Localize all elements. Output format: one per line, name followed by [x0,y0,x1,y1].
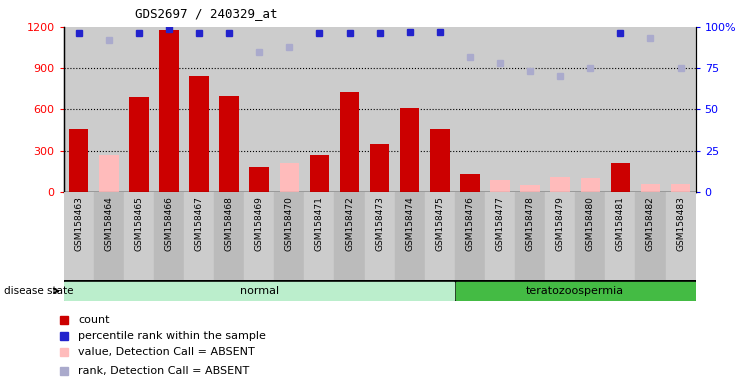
Text: GSM158470: GSM158470 [285,197,294,251]
Bar [99,155,118,192]
Bar [370,144,390,192]
Bar [154,192,184,280]
Text: GSM158475: GSM158475 [435,197,444,251]
Bar [485,192,515,280]
Text: GSM158474: GSM158474 [405,197,414,251]
Bar [460,174,479,192]
Bar [395,192,425,280]
Bar [610,163,630,192]
Text: GSM158483: GSM158483 [676,197,685,251]
Bar [545,192,575,280]
Bar [671,184,690,192]
Text: disease state: disease state [4,286,73,296]
Bar [515,192,545,280]
Bar [249,167,269,192]
Bar [666,192,696,280]
Bar [94,192,123,280]
Text: GSM158467: GSM158467 [194,197,203,251]
Bar [310,155,329,192]
Text: rank, Detection Call = ABSENT: rank, Detection Call = ABSENT [78,366,249,376]
Bar [214,192,244,280]
Text: GSM158476: GSM158476 [465,197,474,251]
Bar [521,185,540,192]
Text: GSM158478: GSM158478 [526,197,535,251]
Text: GSM158480: GSM158480 [586,197,595,251]
Bar [364,192,395,280]
Text: GSM158464: GSM158464 [104,197,113,251]
Bar [280,163,299,192]
Bar [244,192,275,280]
Text: GSM158479: GSM158479 [556,197,565,251]
Bar [400,108,420,192]
Text: GSM158469: GSM158469 [255,197,264,251]
Text: GSM158471: GSM158471 [315,197,324,251]
Bar [189,76,209,192]
Bar [580,178,600,192]
Bar [69,129,88,192]
Bar [64,281,454,300]
Text: GSM158477: GSM158477 [495,197,504,251]
Bar [304,192,334,280]
Bar [430,129,450,192]
Text: value, Detection Call = ABSENT: value, Detection Call = ABSENT [78,348,254,358]
Text: teratozoospermia: teratozoospermia [526,286,625,296]
Bar [490,180,510,192]
Text: normal: normal [239,286,279,296]
Text: GSM158482: GSM158482 [646,197,655,251]
Text: GSM158472: GSM158472 [345,197,354,251]
Bar [123,192,154,280]
Bar [641,184,660,192]
Bar [334,192,364,280]
Bar [340,91,359,192]
Text: GSM158481: GSM158481 [616,197,625,251]
Text: GSM158466: GSM158466 [165,197,174,251]
Text: GSM158468: GSM158468 [224,197,233,251]
Bar [129,97,149,192]
Text: GSM158463: GSM158463 [74,197,83,251]
Text: count: count [78,315,109,325]
Bar [425,192,455,280]
Bar [275,192,304,280]
Bar [455,192,485,280]
Text: GSM158473: GSM158473 [375,197,384,251]
Bar [636,192,666,280]
Bar [551,177,570,192]
Bar [184,192,214,280]
Bar [456,281,695,300]
Bar [219,96,239,192]
Bar [575,192,605,280]
Text: GSM158465: GSM158465 [135,197,144,251]
Bar [159,30,179,192]
Bar [64,192,94,280]
Bar [605,192,636,280]
Text: GDS2697 / 240329_at: GDS2697 / 240329_at [135,7,278,20]
Text: percentile rank within the sample: percentile rank within the sample [78,331,266,341]
